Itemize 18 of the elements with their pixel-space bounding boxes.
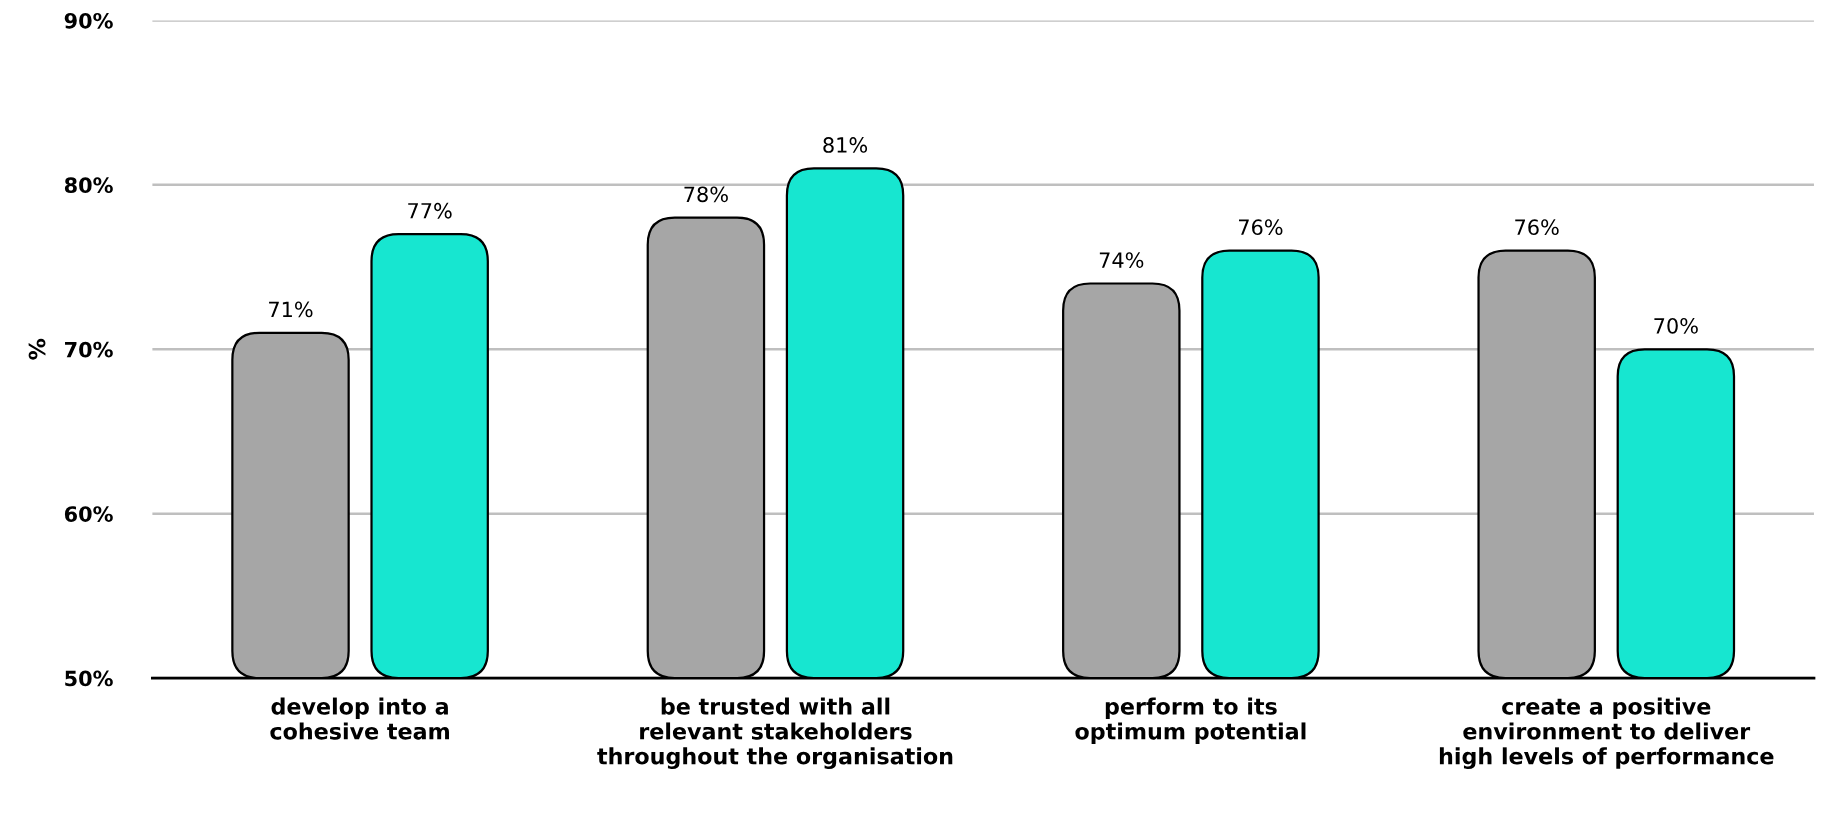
x-tick-label: develop into a cohesive team [270, 697, 449, 740]
x-tick-label: perform to its optimum potential [1075, 697, 1306, 744]
y-tick-label: 50% [65, 670, 113, 687]
data-label: 76% [1515, 219, 1559, 236]
x-tick-label: be trusted with all relevant stakeholders throughout the organisation [597, 697, 953, 769]
data-label: 81% [823, 137, 868, 153]
y-axis-title: % [28, 338, 46, 360]
data-label: 78% [684, 186, 728, 203]
y-tick-label: 70% [65, 341, 113, 358]
data-label: 77% [408, 202, 452, 219]
y-tick-label: 80% [64, 177, 113, 194]
data-label: 74% [1099, 252, 1144, 268]
data-label: 71% [269, 301, 313, 318]
data-label: 76% [1239, 219, 1283, 236]
y-tick-label: 60% [64, 506, 113, 522]
x-tick-label: create a positive environment to deliver high levels of performance [1439, 697, 1774, 769]
y-tick-label: 90% [64, 12, 113, 29]
data-label: 70% [1654, 317, 1698, 334]
